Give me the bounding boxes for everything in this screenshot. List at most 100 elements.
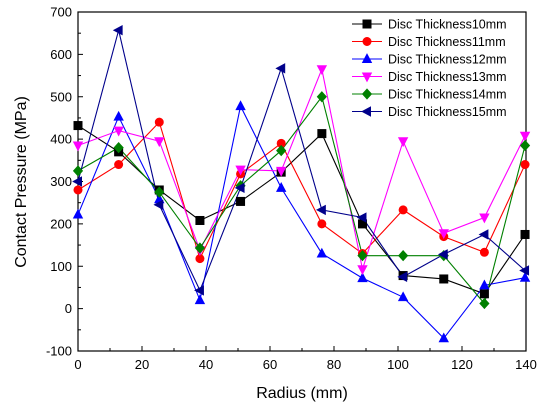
series-2-point xyxy=(73,185,83,195)
series-2-point xyxy=(154,117,164,127)
x-tick-label: 40 xyxy=(199,357,213,372)
series-line-3 xyxy=(77,104,526,340)
series-6-point xyxy=(315,204,326,216)
legend-marker xyxy=(361,88,373,100)
series-6-point xyxy=(356,212,367,223)
y-tick-label: 400 xyxy=(50,132,72,147)
series-4-point xyxy=(276,166,287,177)
series-5-point xyxy=(276,144,287,157)
series-6-point xyxy=(194,285,204,296)
x-tick-label: 100 xyxy=(387,357,409,372)
series-1-point xyxy=(195,215,205,225)
series-6-point xyxy=(519,265,530,276)
legend-marker xyxy=(362,19,372,29)
legend-label: Disc Thickness12mm xyxy=(388,53,507,67)
series-3-point xyxy=(357,272,368,283)
series-5-point xyxy=(357,250,368,262)
series-lines xyxy=(77,30,526,340)
series-6-point xyxy=(397,271,408,283)
y-tick-label: 200 xyxy=(50,216,72,231)
series-markers xyxy=(72,25,531,343)
series-5-point xyxy=(316,91,327,103)
legend-marker xyxy=(361,106,372,117)
series-4-point xyxy=(357,265,368,276)
series-3-point xyxy=(113,110,124,121)
series-3-point xyxy=(276,182,287,192)
series-5-point xyxy=(72,165,84,177)
x-tick-label: 140 xyxy=(515,357,537,372)
y-tick-label: 0 xyxy=(65,301,72,316)
series-5-point xyxy=(113,141,124,154)
series-4-point xyxy=(154,137,165,148)
x-tick-label: 0 xyxy=(74,357,81,372)
legend: Disc Thickness10mm Disc Thickness11mm Disc… xyxy=(352,18,507,119)
series-6-point xyxy=(153,199,164,211)
series-line-1 xyxy=(77,125,526,295)
y-tick-label: 300 xyxy=(50,174,72,189)
series-4-point xyxy=(316,65,328,76)
series-line-5 xyxy=(77,95,526,305)
series-3-point xyxy=(72,208,84,219)
series-6-point xyxy=(112,25,123,36)
series-6-point xyxy=(234,182,245,194)
series-1-point xyxy=(73,121,83,131)
legend-marker xyxy=(361,53,373,64)
series-5-point xyxy=(398,250,409,262)
series-4-point xyxy=(235,165,246,176)
series-4-point xyxy=(438,229,449,240)
series-5-point xyxy=(154,186,165,198)
series-1-point xyxy=(236,196,246,206)
series-6-point xyxy=(437,249,448,260)
series-4-point xyxy=(113,126,124,137)
series-3-point xyxy=(397,291,409,302)
y-tick-label: 700 xyxy=(50,5,72,20)
x-tick-label: 80 xyxy=(327,357,341,372)
y-axis-title: Contact Pressure (MPa) xyxy=(13,96,30,268)
series-2-point xyxy=(398,205,408,215)
legend-label: Disc Thickness11mm xyxy=(388,35,506,49)
series-5-point xyxy=(194,242,206,254)
series-line-6 xyxy=(77,30,526,292)
series-5-point xyxy=(479,297,490,310)
series-6-point xyxy=(275,63,286,74)
x-axis-title: Radius (mm) xyxy=(256,385,348,402)
legend-label: Disc Thickness15mm xyxy=(388,105,507,119)
x-tick-label: 120 xyxy=(451,357,473,372)
y-tick-label: 100 xyxy=(50,259,72,274)
x-tick-label: 60 xyxy=(263,357,277,372)
legend-marker xyxy=(362,36,372,46)
series-6-point xyxy=(478,229,489,240)
series-1-point xyxy=(439,274,449,284)
series-2-point xyxy=(114,160,124,170)
series-4-point xyxy=(519,131,531,142)
legend-label: Disc Thickness13mm xyxy=(388,70,507,84)
legend-label: Disc Thickness14mm xyxy=(388,88,507,102)
axis-ticks: 0 20 40 60 80 100 120 140-100010020030040050060… xyxy=(46,5,537,373)
legend-marker xyxy=(361,72,373,83)
y-tick-label: -100 xyxy=(46,344,72,359)
series-2-point xyxy=(479,247,489,257)
series-4-point xyxy=(72,141,84,152)
series-4-point xyxy=(479,213,490,224)
series-5-point xyxy=(519,139,531,152)
series-line-4 xyxy=(77,67,526,272)
y-tick-label: 600 xyxy=(50,47,72,62)
series-2-point xyxy=(520,160,530,170)
series-2-point xyxy=(317,219,327,229)
series-3-point xyxy=(519,271,531,282)
series-6-point xyxy=(72,176,82,187)
series-4-point xyxy=(397,137,409,148)
series-3-point xyxy=(438,332,449,343)
y-tick-label: 500 xyxy=(50,89,72,104)
series-line-2 xyxy=(77,121,526,261)
x-tick-label: 20 xyxy=(135,357,149,372)
series-3-point xyxy=(194,294,206,305)
series-1-point xyxy=(479,289,489,299)
series-1-point xyxy=(317,129,327,139)
series-1-point xyxy=(520,229,530,239)
series-3-point xyxy=(479,279,490,290)
legend-label: Disc Thickness10mm xyxy=(388,18,507,32)
series-3-point xyxy=(235,100,246,111)
